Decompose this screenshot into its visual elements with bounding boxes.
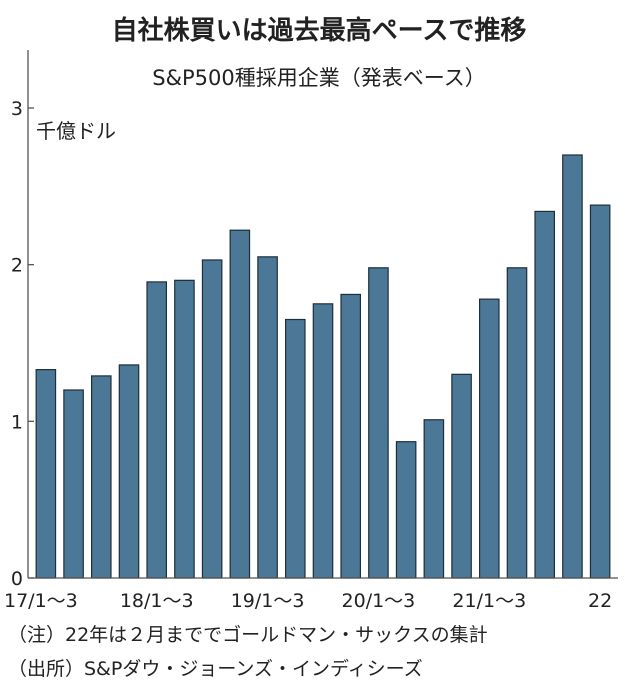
bar bbox=[35, 369, 57, 579]
bar bbox=[368, 267, 389, 579]
bar bbox=[146, 281, 168, 579]
y-tick-label: 0 bbox=[11, 568, 23, 590]
bar bbox=[118, 364, 140, 579]
x-tick-label: 22 bbox=[588, 590, 612, 612]
bar bbox=[90, 375, 112, 579]
y-axis: 0 1 2 3 bbox=[11, 98, 34, 590]
bar bbox=[451, 373, 472, 579]
y-axis-unit-label: 千億ドル bbox=[36, 119, 116, 143]
y-tick-label: 2 bbox=[11, 255, 23, 277]
y-tick-label: 3 bbox=[11, 98, 23, 120]
bar bbox=[229, 229, 251, 579]
bar bbox=[506, 267, 528, 579]
bar bbox=[201, 259, 223, 579]
bar bbox=[562, 154, 583, 579]
x-tick-label: 17/1～3 bbox=[4, 590, 78, 612]
chart-subtitle: S&P500種採用企業（発表ベース） bbox=[152, 66, 486, 90]
x-tick-label: 18/1～3 bbox=[120, 590, 194, 612]
bar-series bbox=[35, 154, 611, 579]
bar bbox=[395, 441, 417, 579]
x-tick-label: 19/1～3 bbox=[231, 590, 305, 612]
x-axis: 17/1～3 18/1～3 19/1～3 20/1～3 21/1～3 22 bbox=[4, 590, 612, 612]
bar bbox=[534, 210, 556, 579]
note-line: （注）22年は２月まででゴールドマン・サックスの集計 bbox=[8, 624, 488, 646]
bar bbox=[478, 298, 500, 579]
chart-title: 自社株買いは過去最高ペースで推移 bbox=[111, 16, 527, 46]
x-tick-label: 21/1～3 bbox=[452, 590, 526, 612]
bar bbox=[312, 303, 334, 579]
x-tick-label: 20/1～3 bbox=[342, 590, 416, 612]
footnotes: （注）22年は２月まででゴールドマン・サックスの集計 （出所）S&Pダウ・ジョー… bbox=[8, 618, 488, 686]
source-line: （出所）S&Pダウ・ジョーンズ・インディシーズ bbox=[8, 658, 423, 680]
bar bbox=[63, 389, 84, 579]
bar bbox=[340, 293, 362, 579]
bar bbox=[589, 204, 611, 579]
y-tick-label: 1 bbox=[11, 411, 23, 433]
bar bbox=[174, 279, 195, 579]
bar bbox=[284, 318, 306, 579]
bar bbox=[423, 419, 445, 579]
bar bbox=[257, 256, 278, 579]
